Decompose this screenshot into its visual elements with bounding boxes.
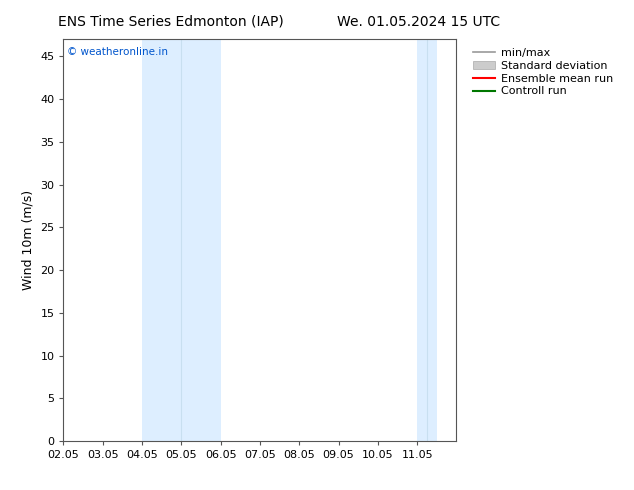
- Legend: min/max, Standard deviation, Ensemble mean run, Controll run: min/max, Standard deviation, Ensemble me…: [470, 45, 617, 100]
- Y-axis label: Wind 10m (m/s): Wind 10m (m/s): [22, 190, 35, 290]
- Text: ENS Time Series Edmonton (IAP): ENS Time Series Edmonton (IAP): [58, 15, 284, 29]
- Text: We. 01.05.2024 15 UTC: We. 01.05.2024 15 UTC: [337, 15, 500, 29]
- Bar: [142, 39, 221, 441]
- Text: © weatheronline.in: © weatheronline.in: [67, 47, 169, 57]
- Bar: [417, 39, 437, 441]
